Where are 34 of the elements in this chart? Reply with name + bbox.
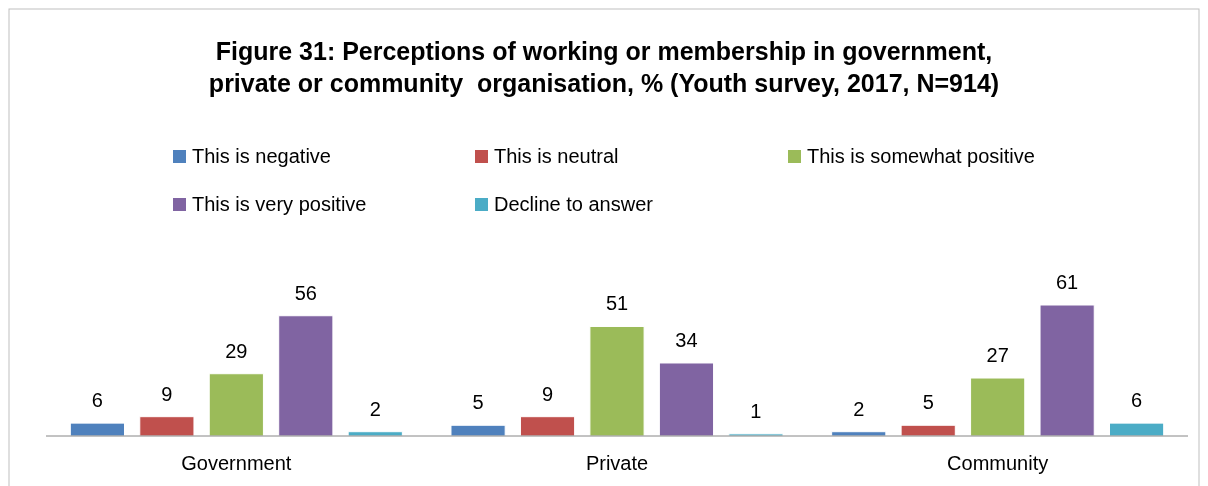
bar — [208, 373, 264, 437]
x-tick-label: Community — [947, 452, 1049, 474]
bar — [69, 422, 125, 437]
data-label: 5 — [922, 391, 934, 414]
data-label: 61 — [1056, 271, 1079, 293]
chart-title: Figure 31: Perceptions of working or membership in government, private or community organisation, % (Youth survey, 2017, N=914) — [208, 37, 1000, 97]
bar — [519, 416, 576, 437]
legend-label: This is negative — [192, 145, 331, 167]
data-label: 2 — [369, 397, 381, 420]
x-tick-label: Government — [181, 452, 292, 474]
data-label: 2 — [853, 397, 865, 420]
bar — [589, 325, 645, 437]
data-label: 29 — [225, 339, 248, 362]
data-label: 34 — [675, 328, 698, 351]
bar — [1109, 422, 1165, 437]
legend-label: This is neutral — [494, 145, 619, 167]
data-label: 9 — [541, 382, 554, 405]
x-tick-label: Private — [585, 452, 649, 474]
bar — [970, 377, 1026, 437]
data-label: 56 — [294, 281, 317, 304]
bar — [278, 315, 334, 437]
data-label: 51 — [605, 292, 629, 315]
data-label: 6 — [1131, 389, 1143, 412]
data-label: 27 — [986, 344, 1009, 367]
legend-label: This is very positive — [192, 193, 367, 215]
bar — [1039, 304, 1095, 437]
bar — [139, 416, 195, 437]
data-label: 6 — [91, 389, 103, 412]
bar — [658, 362, 715, 437]
data-label: 9 — [161, 382, 173, 405]
data-label: 5 — [472, 391, 484, 414]
legend-label: Decline to answer — [494, 193, 654, 215]
legend-label: This is somewhat positive — [807, 145, 1035, 167]
data-label: 1 — [750, 399, 762, 422]
